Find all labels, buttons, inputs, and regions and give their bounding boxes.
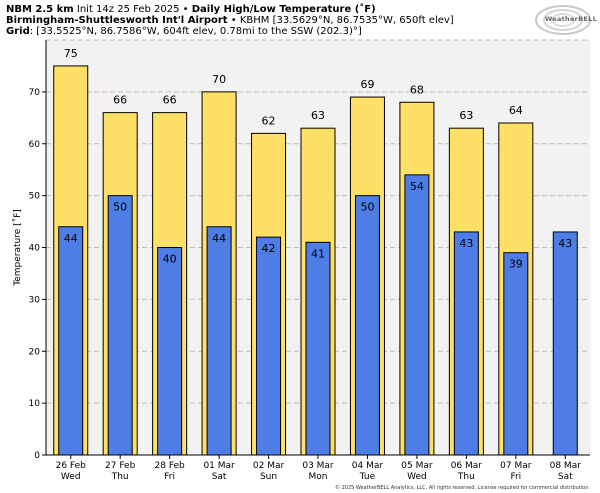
high-value-label: 63 xyxy=(459,109,473,122)
low-bar xyxy=(256,236,282,456)
low-value-label: 44 xyxy=(64,232,78,245)
x-tick-day-label: Fri xyxy=(510,472,521,482)
x-tick-day-label: Mon xyxy=(309,472,328,482)
low-value-label: 43 xyxy=(558,237,572,250)
station-info: KBHM [33.5629°N, 86.7535°W, 650ft elev] xyxy=(239,15,454,26)
copyright-notice: © 2025 WeatherBELL Analytics, LLC. All r… xyxy=(335,485,590,491)
y-tick-label: 20 xyxy=(29,347,41,357)
x-tick-date-label: 03 Mar xyxy=(302,461,334,471)
x-tick-date-label: 07 Mar xyxy=(500,461,532,471)
product-title: Daily High/Low Temperature (˚F) xyxy=(191,4,376,15)
x-tick-day-label: Thu xyxy=(111,472,129,482)
x-tick-day-label: Sat xyxy=(558,472,573,482)
station-name: Birmingham-Shuttlesworth Int'l Airport xyxy=(6,15,228,26)
x-tick-date-label: 04 Mar xyxy=(352,461,384,471)
high-value-label: 66 xyxy=(163,94,177,107)
low-value-label: 44 xyxy=(212,232,226,245)
x-tick-date-label: 26 Feb xyxy=(56,461,87,471)
low-value-label: 42 xyxy=(262,242,276,255)
grid-label: Grid xyxy=(6,26,30,37)
low-bar xyxy=(354,195,380,456)
high-value-label: 64 xyxy=(509,104,523,117)
header-line-3: Grid: [33.5525°N, 86.7586°W, 604ft elev,… xyxy=(6,26,362,37)
x-tick-date-label: 08 Mar xyxy=(550,461,582,471)
x-tick-date-label: 06 Mar xyxy=(451,461,483,471)
y-tick-label: 60 xyxy=(29,140,41,150)
high-value-label: 69 xyxy=(360,78,374,91)
high-value-label: 66 xyxy=(113,94,127,107)
low-bar xyxy=(206,226,232,456)
grid-info: [33.5525°N, 86.7586°W, 604ft elev, 0.78m… xyxy=(36,26,362,37)
low-bar xyxy=(58,226,84,456)
high-value-label: 75 xyxy=(64,47,78,60)
low-bar xyxy=(552,231,578,456)
x-tick-date-label: 01 Mar xyxy=(203,461,235,471)
low-bar xyxy=(157,247,183,456)
y-tick-label: 30 xyxy=(29,295,41,305)
model-name: NBM 2.5 km xyxy=(6,4,74,15)
y-tick-label: 10 xyxy=(29,399,41,409)
low-value-label: 50 xyxy=(113,201,127,214)
separator: • xyxy=(182,4,189,15)
x-tick-date-label: 02 Mar xyxy=(253,461,285,471)
y-tick-label: 50 xyxy=(29,192,41,202)
y-tick-label: 70 xyxy=(29,88,41,98)
x-tick-date-label: 28 Feb xyxy=(155,461,186,471)
init-time: Init 14z 25 Feb 2025 xyxy=(76,4,180,15)
low-value-label: 39 xyxy=(509,258,523,271)
low-bar xyxy=(404,174,430,456)
header-line-1: NBM 2.5 km Init 14z 25 Feb 2025 • Daily … xyxy=(6,4,376,16)
low-value-label: 50 xyxy=(360,201,374,214)
x-tick-date-label: 05 Mar xyxy=(401,461,433,471)
high-value-label: 68 xyxy=(410,83,424,96)
high-value-label: 63 xyxy=(311,109,325,122)
low-bar xyxy=(305,241,331,456)
header-line-2: Birmingham-Shuttlesworth Int'l Airport •… xyxy=(6,15,454,27)
y-tick-label: 0 xyxy=(34,451,40,461)
low-bar xyxy=(503,252,529,456)
low-value-label: 54 xyxy=(410,180,424,193)
high-value-label: 70 xyxy=(212,73,226,86)
separator: • xyxy=(230,15,237,26)
x-tick-day-label: Thu xyxy=(457,472,475,482)
x-tick-day-label: Fri xyxy=(164,472,175,482)
low-bar xyxy=(453,231,479,456)
x-tick-day-label: Wed xyxy=(407,472,427,482)
x-tick-day-label: Wed xyxy=(61,472,81,482)
x-tick-day-label: Sun xyxy=(260,472,277,482)
x-tick-date-label: 27 Feb xyxy=(105,461,136,471)
x-tick-day-label: Sat xyxy=(212,472,227,482)
y-tick-label: 40 xyxy=(29,244,41,254)
high-value-label: 62 xyxy=(262,114,276,127)
low-bar xyxy=(107,195,133,456)
low-value-label: 40 xyxy=(163,253,177,266)
y-axis-label: Temperature [˚F] xyxy=(12,209,23,287)
logo-text: WeatherBELL xyxy=(545,15,598,23)
low-value-label: 43 xyxy=(459,237,473,250)
low-value-label: 41 xyxy=(311,247,325,260)
swirl-logo-icon xyxy=(535,5,591,35)
x-tick-day-label: Tue xyxy=(359,472,376,482)
